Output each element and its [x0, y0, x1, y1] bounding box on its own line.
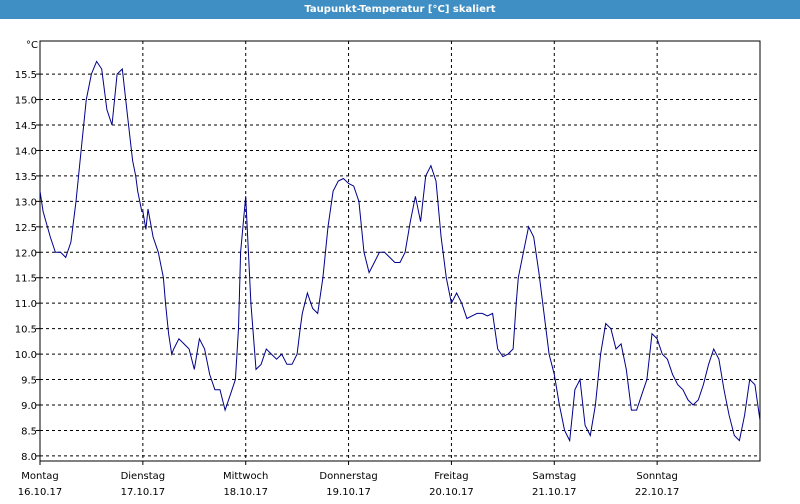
x-tick-date-label: 18.10.17: [223, 487, 268, 498]
y-tick-label: 10.0: [15, 350, 37, 361]
x-tick-day-label: Montag: [21, 471, 58, 482]
y-tick-label: 12.5: [15, 223, 37, 234]
y-axis-unit: °C: [26, 40, 38, 51]
x-tick-date-label: 21.10.17: [532, 487, 577, 498]
chart-area: °C 8.0 8.5 9.0 9.5 10.0 10.5 11.0 11.5 12.0 12.5 1…: [0, 19, 800, 500]
y-axis-ticks: 8.0 8.5 9.0 9.5 10.0 10.5 11.0 11.5 12.0 12.5 13.0…: [15, 70, 40, 463]
x-axis-ticks: Montag 16.10.17 Dienstag 17.10.17 Mittwoch 18…: [18, 461, 680, 498]
x-tick-day-label: Dienstag: [121, 471, 166, 482]
y-tick-label: 9.5: [21, 376, 37, 387]
x-tick-date-label: 19.10.17: [326, 487, 371, 498]
y-tick-label: 13.5: [15, 172, 37, 183]
x-tick-day-label: Freitag: [434, 471, 468, 482]
x-tick-day-label: Sonntag: [636, 471, 678, 482]
y-tick-label: 13.0: [15, 197, 37, 208]
y-tick-label: 8.5: [21, 426, 37, 437]
chart-title: Taupunkt-Temperatur [°C] skaliert: [0, 0, 800, 19]
y-tick-label: 15.0: [15, 96, 37, 107]
y-tick-label: 11.0: [15, 299, 37, 310]
y-tick-label: 12.0: [15, 248, 37, 259]
y-tick-label: 11.5: [15, 274, 37, 285]
y-tick-label: 14.5: [15, 121, 37, 132]
grid-lines: [40, 41, 760, 461]
y-tick-label: 10.5: [15, 325, 37, 336]
line-chart: °C 8.0 8.5 9.0 9.5 10.0 10.5 11.0 11.5 12.0 12.5 1…: [15, 40, 761, 498]
x-tick-day-label: Mittwoch: [223, 471, 268, 482]
x-tick-date-label: 22.10.17: [635, 487, 680, 498]
y-tick-label: 15.5: [15, 70, 37, 81]
x-tick-date-label: 17.10.17: [121, 487, 166, 498]
y-tick-label: 8.0: [21, 452, 37, 463]
dewpoint-series-line: [39, 60, 761, 443]
x-tick-date-label: 20.10.17: [429, 487, 474, 498]
x-tick-day-label: Donnerstag: [319, 471, 377, 482]
y-tick-label: 9.0: [21, 401, 37, 412]
y-tick-label: 14.0: [15, 146, 37, 157]
x-tick-day-label: Samstag: [532, 471, 576, 482]
x-tick-date-label: 16.10.17: [18, 487, 63, 498]
plot-frame: [39, 40, 761, 462]
